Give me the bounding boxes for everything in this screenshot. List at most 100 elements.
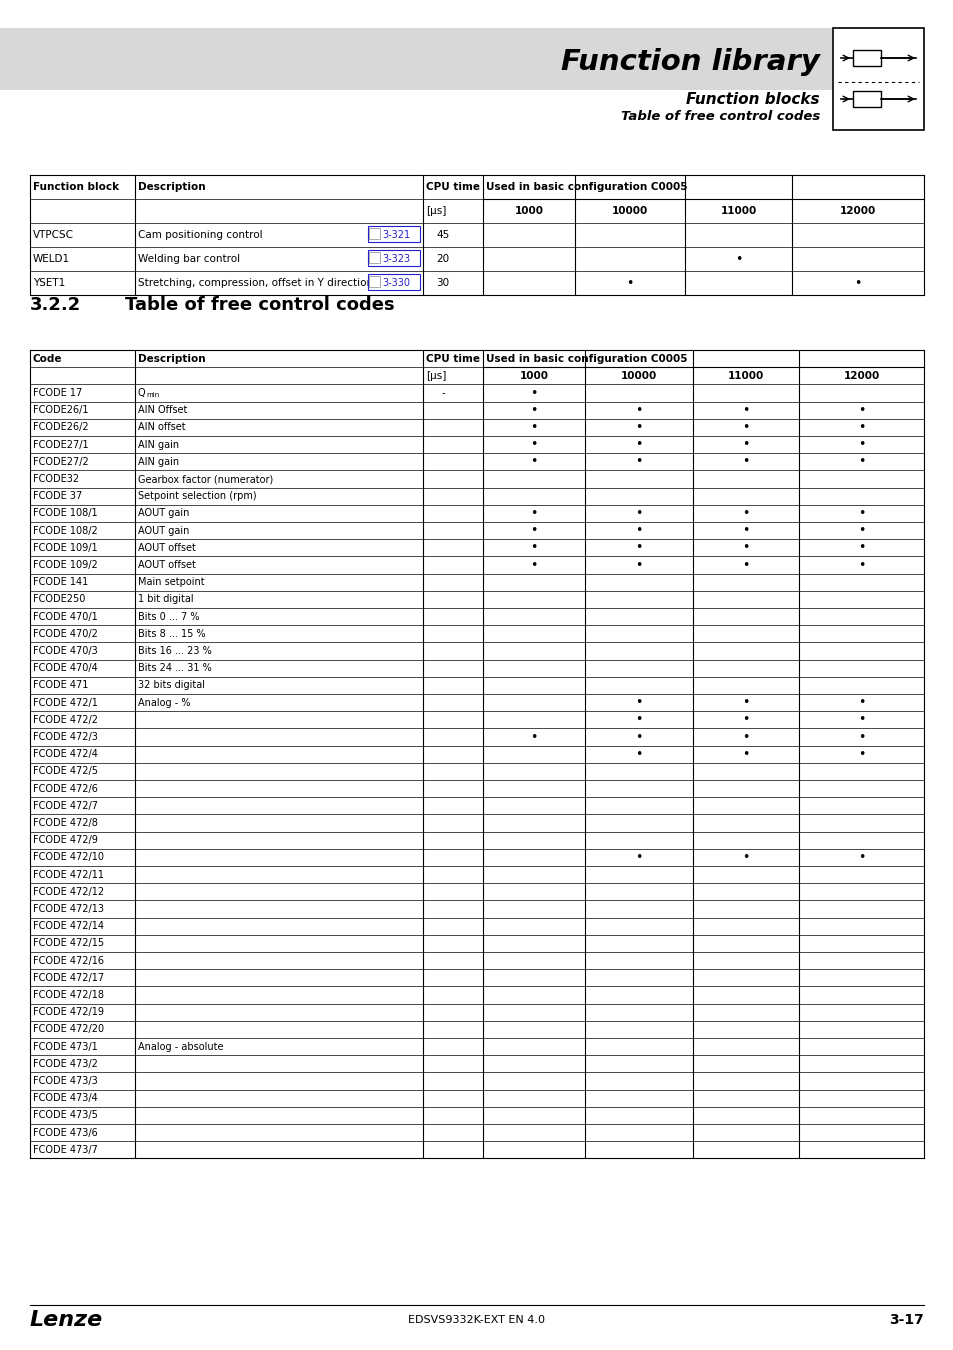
Text: AIN gain: AIN gain <box>138 440 179 450</box>
Text: Main setpoint: Main setpoint <box>138 578 204 587</box>
Text: •: • <box>857 439 864 451</box>
Text: CPU time: CPU time <box>426 354 479 363</box>
Text: •: • <box>857 541 864 555</box>
Text: 45: 45 <box>436 230 449 240</box>
Text: •: • <box>530 506 537 520</box>
Text: Table of free control codes: Table of free control codes <box>125 296 395 315</box>
Bar <box>369 275 379 288</box>
Text: •: • <box>741 506 749 520</box>
Text: FCODE 473/1: FCODE 473/1 <box>33 1042 97 1052</box>
Text: FCODE 472/18: FCODE 472/18 <box>33 990 104 1000</box>
Text: •: • <box>857 559 864 571</box>
Bar <box>852 90 880 107</box>
Text: •: • <box>741 541 749 555</box>
Bar <box>0 28 831 90</box>
Text: [μs]: [μs] <box>426 371 446 381</box>
Text: FCODE32: FCODE32 <box>33 474 79 485</box>
Text: 30: 30 <box>436 278 449 288</box>
Text: Bits 16 ... 23 %: Bits 16 ... 23 % <box>138 647 212 656</box>
Text: 3-330: 3-330 <box>381 278 410 288</box>
Bar <box>369 228 379 239</box>
Text: •: • <box>741 404 749 417</box>
Text: FCODE 471: FCODE 471 <box>33 680 89 690</box>
Text: 3-17: 3-17 <box>888 1314 923 1327</box>
Text: FCODE 472/16: FCODE 472/16 <box>33 956 104 965</box>
Text: FCODE 472/17: FCODE 472/17 <box>33 973 104 983</box>
Text: FCODE 473/2: FCODE 473/2 <box>33 1058 98 1069</box>
Text: •: • <box>635 697 642 709</box>
Text: 12000: 12000 <box>839 207 875 216</box>
Text: •: • <box>635 850 642 864</box>
Text: 10000: 10000 <box>620 371 657 381</box>
Text: FCODE 472/5: FCODE 472/5 <box>33 767 98 776</box>
Text: -: - <box>441 387 444 398</box>
Text: YSET1: YSET1 <box>33 278 65 288</box>
Text: •: • <box>741 524 749 537</box>
Text: Setpoint selection (rpm): Setpoint selection (rpm) <box>138 491 256 501</box>
Text: 32 bits digital: 32 bits digital <box>138 680 205 690</box>
Text: FCODE26/1: FCODE26/1 <box>33 405 89 416</box>
Text: •: • <box>635 713 642 726</box>
Text: Q: Q <box>138 387 146 398</box>
Text: FCODE 109/1: FCODE 109/1 <box>33 543 97 552</box>
Text: •: • <box>741 748 749 760</box>
Bar <box>368 274 419 290</box>
Text: •: • <box>635 541 642 555</box>
Text: 3.2.2: 3.2.2 <box>30 296 81 315</box>
Text: •: • <box>734 252 741 266</box>
Text: 12000: 12000 <box>842 371 879 381</box>
Text: FCODE 470/2: FCODE 470/2 <box>33 629 98 639</box>
Text: •: • <box>741 713 749 726</box>
Text: AIN gain: AIN gain <box>138 456 179 467</box>
Text: •: • <box>530 439 537 451</box>
Text: FCODE 472/12: FCODE 472/12 <box>33 887 104 896</box>
Text: FCODE 472/19: FCODE 472/19 <box>33 1007 104 1017</box>
Text: Stretching, compression, offset in Y direction: Stretching, compression, offset in Y dir… <box>138 278 373 288</box>
Text: •: • <box>857 455 864 468</box>
Text: FCODE 472/11: FCODE 472/11 <box>33 869 104 880</box>
Text: VTPCSC: VTPCSC <box>33 230 74 240</box>
Text: min: min <box>146 392 159 398</box>
Text: •: • <box>857 524 864 537</box>
Text: •: • <box>741 439 749 451</box>
Text: AOUT offset: AOUT offset <box>138 543 195 552</box>
Text: 10000: 10000 <box>611 207 647 216</box>
Text: •: • <box>854 277 861 289</box>
Text: FCODE 472/6: FCODE 472/6 <box>33 783 98 794</box>
Text: •: • <box>635 439 642 451</box>
Text: FCODE 472/3: FCODE 472/3 <box>33 732 98 742</box>
Text: •: • <box>857 850 864 864</box>
Text: FCODE 473/7: FCODE 473/7 <box>33 1145 98 1154</box>
Text: 3-323: 3-323 <box>381 254 410 265</box>
Text: FCODE 37: FCODE 37 <box>33 491 82 501</box>
Bar <box>852 50 880 66</box>
Text: Function block: Function block <box>33 182 119 192</box>
Text: FCODE 472/2: FCODE 472/2 <box>33 714 98 725</box>
Text: Bits 8 ... 15 %: Bits 8 ... 15 % <box>138 629 206 639</box>
Text: AOUT gain: AOUT gain <box>138 525 190 536</box>
Bar <box>368 225 419 242</box>
Text: •: • <box>857 421 864 433</box>
Text: Description: Description <box>138 182 206 192</box>
Text: FCODE 470/4: FCODE 470/4 <box>33 663 97 674</box>
Text: •: • <box>530 541 537 555</box>
Text: •: • <box>530 404 537 417</box>
Text: FCODE27/2: FCODE27/2 <box>33 456 89 467</box>
Text: FCODE27/1: FCODE27/1 <box>33 440 89 450</box>
Text: 1 bit digital: 1 bit digital <box>138 594 193 605</box>
Text: •: • <box>857 697 864 709</box>
Text: WELD1: WELD1 <box>33 254 71 265</box>
Text: FCODE 472/8: FCODE 472/8 <box>33 818 98 828</box>
Text: FCODE 473/3: FCODE 473/3 <box>33 1076 97 1085</box>
Text: EDSVS9332K-EXT EN 4.0: EDSVS9332K-EXT EN 4.0 <box>408 1315 545 1324</box>
Text: Used in basic configuration C0005: Used in basic configuration C0005 <box>485 354 687 363</box>
Text: •: • <box>530 421 537 433</box>
Text: •: • <box>530 559 537 571</box>
Text: FCODE 472/10: FCODE 472/10 <box>33 852 104 863</box>
Text: FCODE 472/13: FCODE 472/13 <box>33 904 104 914</box>
Text: •: • <box>635 524 642 537</box>
Text: [μs]: [μs] <box>426 207 446 216</box>
Text: Function library: Function library <box>560 49 820 76</box>
Text: Analog - %: Analog - % <box>138 698 191 707</box>
Text: •: • <box>635 559 642 571</box>
